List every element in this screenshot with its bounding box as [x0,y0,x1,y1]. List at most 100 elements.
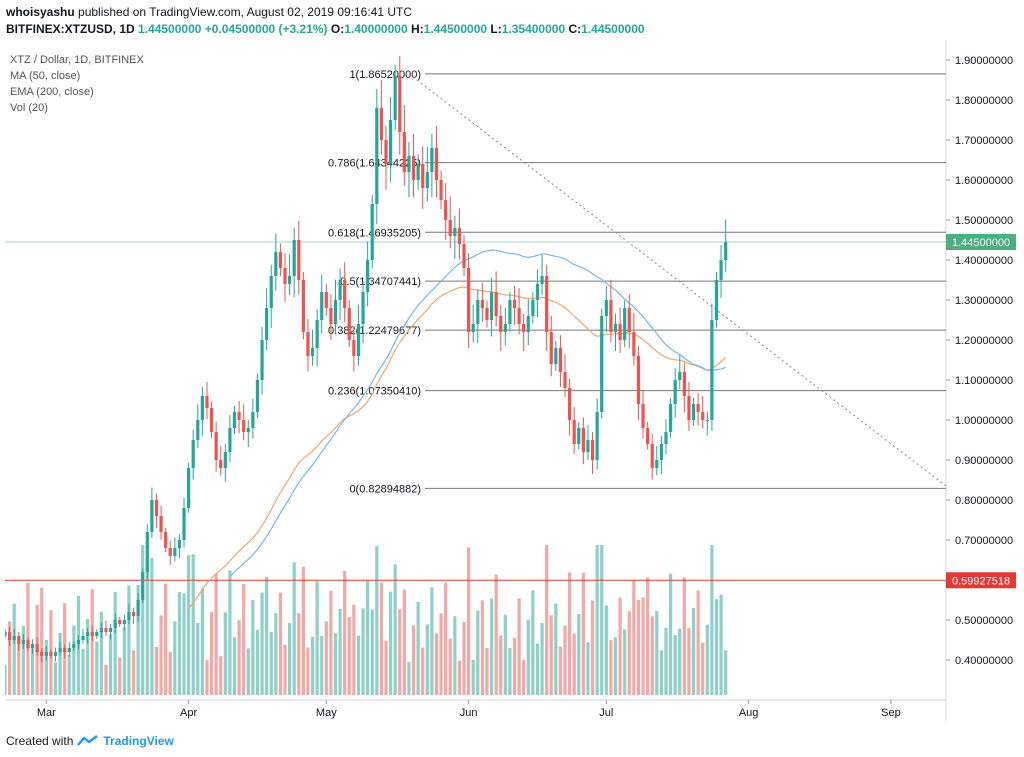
chart-area[interactable]: 1.90000000 1.80000000 1.70000000 1.60000000… [5,40,1019,721]
candle-body [283,268,287,284]
legend-vol[interactable]: Vol (20) [10,102,48,114]
candle-body [467,268,471,332]
candle-body [95,632,99,636]
volume-bar [209,612,214,695]
candle-body [320,292,324,320]
volume-bar [21,625,25,695]
candle-body [613,324,618,332]
volume-bar [141,545,145,695]
volume-bar [701,642,705,695]
volume-bar [315,581,319,695]
candle-body [223,452,227,468]
candle-body [333,300,338,324]
candle-body [457,228,462,244]
volume-bar [636,599,641,695]
y-tick-label: 1.80000000 [955,95,1013,107]
price-chart[interactable]: 1.90000000 1.80000000 1.70000000 1.60000000… [5,40,1019,721]
volume-bar [719,594,723,695]
candle-body [471,324,475,332]
volume-bar [448,638,452,695]
volume-bar [287,623,292,695]
candle-body [499,316,503,332]
candle-body [646,428,650,444]
volume-bar [673,634,677,695]
legend-ma[interactable]: MA (50, close) [10,70,81,82]
volume-bar [563,625,567,695]
volume-bar [581,572,585,695]
candle-body [572,420,576,444]
candle-body [99,628,104,632]
volume-bar [53,662,58,695]
volume-bar [393,564,397,695]
volume-bar [306,647,310,695]
candle-body [714,280,719,320]
candle-body [508,300,512,324]
volume-bar [292,562,296,695]
volume-bar [540,623,544,695]
volume-bar [476,610,480,695]
chart-header: whoisyashu published on TradingView.com,… [0,0,1024,40]
volume-bar [246,648,250,695]
candle-body [76,640,81,644]
candle-body [600,316,604,412]
candle-body [90,632,94,636]
author-name[interactable]: whoisyashu [6,5,75,19]
volume-bar [159,615,163,695]
volume-bar [370,609,374,695]
x-tick-label: Mar [37,707,56,719]
volume-bar [237,620,241,695]
volume-bar [127,585,131,695]
volume-bar [604,605,608,695]
candle-body [347,308,351,340]
candle-body [200,396,204,420]
volume-bar [150,557,154,695]
volume-bar [187,555,191,695]
candle-body [384,140,388,164]
candle-body [609,300,613,332]
fib-level-label: 0.786(1.64344225) [328,158,421,170]
candle-body [577,428,581,444]
volume-bar [696,590,700,695]
candle-body [664,432,668,444]
volume-bar [338,608,342,695]
candle-body [214,432,218,460]
candle-body [421,164,425,188]
candle-body [219,460,223,468]
volume-bar [104,664,108,695]
candle-body [329,308,333,324]
candle-body [595,412,599,460]
volume-bar [627,611,631,695]
footer: Created with TradingView [6,734,174,748]
ma-50-line [229,249,726,577]
candle-body [209,408,214,432]
volume-bar [265,577,269,695]
candle-body [668,404,673,432]
candle-body [297,240,301,280]
volume-bar [164,583,168,695]
volume-bar [462,622,466,695]
volume-bar [467,547,471,695]
candle-body [352,340,356,356]
candle-body [701,412,705,420]
volume-bar [554,603,558,695]
volume-bar [108,634,113,695]
volume-bar [632,579,636,695]
symbol-label: BITFINEX:XTZUSD, 1D [6,22,135,36]
volume-bar [154,647,159,695]
candle-body [58,648,62,652]
tradingview-brand[interactable]: TradingView [103,734,174,748]
volume-bar [526,619,530,695]
candle-body [476,300,480,324]
legend-ema[interactable]: EMA (200, close) [10,86,94,98]
close-value: 1.44500000 [581,22,645,36]
candle-body [12,636,16,640]
candle-body [63,648,67,652]
candle-body [44,652,48,656]
volume-bar [95,641,99,695]
y-tick-label: 1.10000000 [955,375,1013,387]
fib-level-label: 0.236(1.07350410) [328,386,421,398]
fib-level-label: 0.5(1.34707441) [340,276,421,288]
volume-bar [12,603,16,695]
y-tick-label: 1.40000000 [955,255,1013,267]
candle-body [81,636,85,640]
